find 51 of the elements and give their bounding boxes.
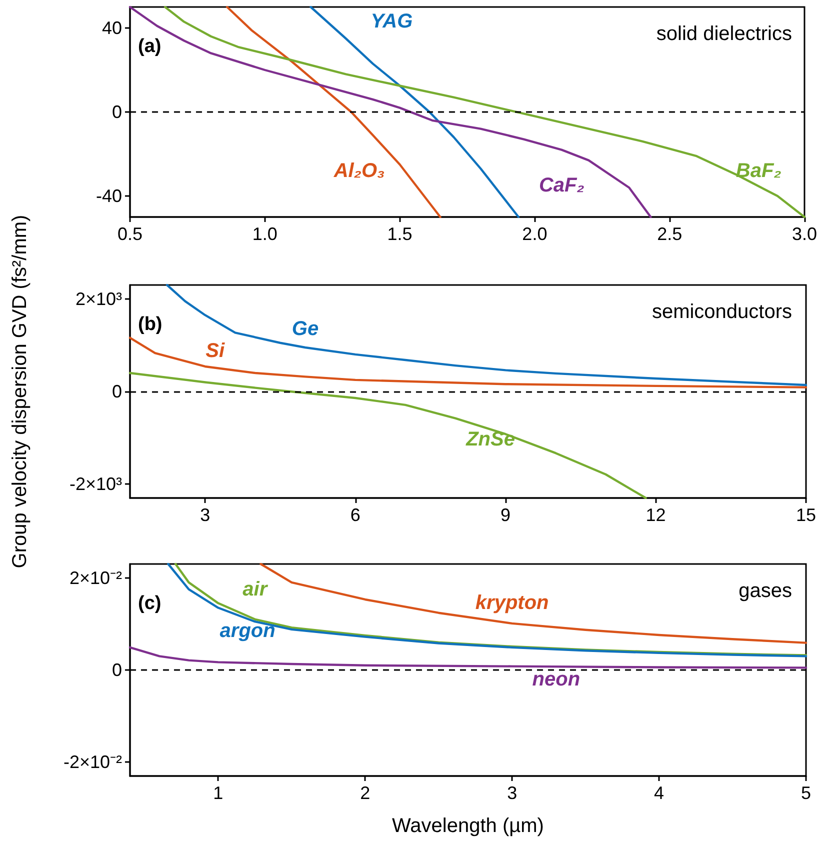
y-axis-title: Group velocity dispersion GVD (fs²/mm): [9, 214, 31, 568]
x-tick-label: 15: [796, 505, 816, 525]
x-tick-label: 3: [200, 505, 210, 525]
x-tick-label: 0.5: [117, 224, 143, 244]
series-label: air: [242, 578, 268, 600]
y-tick-label: -40: [96, 186, 122, 206]
annotation: semiconductors: [652, 301, 792, 323]
x-tick-label: 1.0: [252, 224, 278, 244]
x-axis-title: Wavelength (µm): [392, 815, 544, 837]
annotation: (a): [138, 36, 162, 57]
x-tick-label: 3.0: [792, 224, 818, 244]
series-label: neon: [532, 668, 580, 691]
x-tick-label: 2.5: [657, 224, 682, 244]
line-series: [128, 646, 808, 669]
line-series: [166, 284, 808, 386]
line-series: [128, 336, 808, 388]
y-tick-label: 0: [112, 102, 122, 122]
series-label: BaF₂: [736, 160, 782, 182]
x-tick-label: 2.0: [522, 224, 548, 244]
y-tick-label: 40: [102, 18, 122, 38]
annotation: (b): [138, 314, 162, 335]
y-tick-label: -2×10⁻²: [63, 752, 122, 772]
y-tick-label: 0: [112, 382, 122, 402]
y-tick-label: 0: [112, 660, 122, 680]
x-tick-label: 12: [646, 505, 666, 525]
x-tick-label: 9: [500, 505, 511, 525]
annotation: solid dielectrics: [656, 23, 792, 45]
line-series: [226, 6, 442, 218]
y-tick-label: 2×10⁻²: [69, 568, 122, 588]
annotation: gases: [738, 580, 792, 602]
series-label: krypton: [475, 592, 549, 614]
x-tick-label: 5: [800, 783, 812, 803]
annotation: (c): [138, 593, 162, 614]
line-series: [164, 6, 806, 218]
y-tick-label: 2×10³: [75, 288, 122, 309]
y-tick-label: -2×10³: [69, 474, 122, 494]
series-label: Al₂O₃: [332, 160, 386, 182]
line-series: [128, 6, 652, 218]
x-tick-label: 1: [213, 783, 224, 803]
x-tick-label: 2: [360, 783, 370, 803]
series-label: CaF₂: [538, 174, 585, 196]
x-tick-label: 4: [654, 783, 664, 803]
line-series: [310, 6, 520, 218]
series-label: Ge: [292, 318, 319, 340]
series-label: Si: [206, 340, 226, 362]
series-label: YAG: [370, 10, 413, 33]
line-series: [128, 372, 647, 500]
x-tick-label: 1.5: [387, 224, 412, 244]
x-tick-label: 3: [507, 783, 518, 803]
x-tick-label: 6: [350, 505, 360, 525]
series-label: argon: [220, 620, 276, 642]
